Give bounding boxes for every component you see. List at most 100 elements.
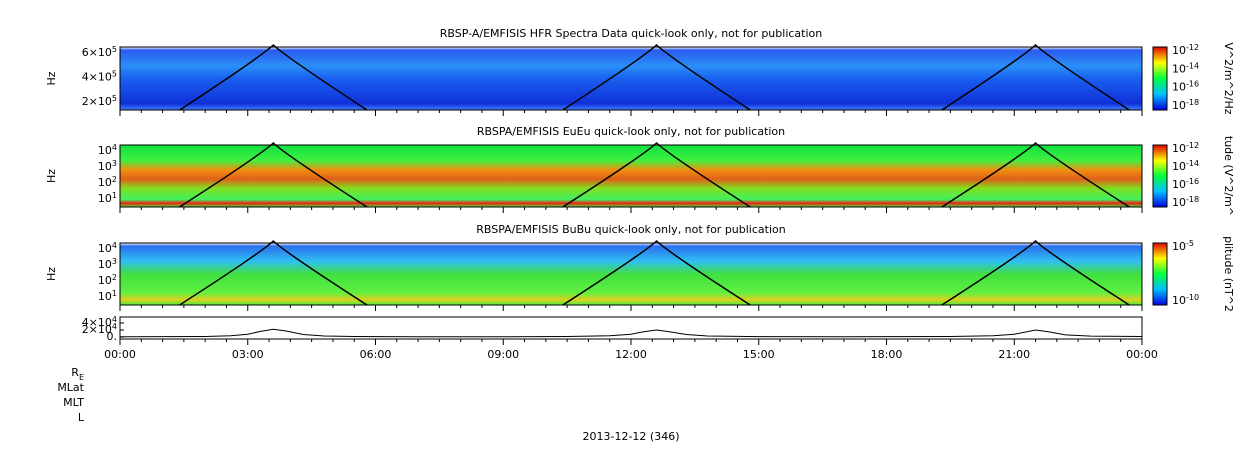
label-base: 10 [98, 176, 112, 189]
label-base: 10 [1172, 294, 1186, 307]
label-exp: 5 [112, 45, 117, 54]
label-base: 10 [1172, 178, 1186, 191]
label-base: 10 [98, 290, 112, 303]
label-exp: -14 [1186, 159, 1199, 168]
orbit-curve [941, 43, 1130, 111]
y-tick-label: 101 [98, 289, 117, 304]
orbit-curve [562, 141, 751, 208]
y-tick-label: 2×104 [82, 321, 117, 336]
label-exp: 5 [112, 94, 117, 103]
colorbar-label: tude (V^2/m^ [1222, 136, 1235, 216]
x-tick-label: 06:00 [360, 348, 392, 361]
label-base: 10 [1172, 196, 1186, 209]
orbit-curve [562, 239, 751, 306]
label-exp: 1 [112, 289, 117, 298]
x-tick-label: 18:00 [871, 348, 903, 361]
x-tick-label: 12:00 [615, 348, 647, 361]
label-exp: 4 [112, 314, 117, 323]
colorbar-tick-label: 10-10 [1172, 293, 1199, 308]
colorbar-tick-label: 10-18 [1172, 195, 1199, 210]
label-base: 10 [1172, 44, 1186, 57]
y-tick-label: 6×105 [82, 45, 117, 60]
label-base: R [71, 366, 79, 379]
colorbar-tick-label: 10-14 [1172, 159, 1199, 174]
y-tick-label: 103 [98, 257, 117, 272]
label-base: 10 [98, 160, 112, 173]
colorbar-tick-label: 10-12 [1172, 43, 1199, 58]
colorbar-tick-label: 10-18 [1172, 98, 1199, 113]
colorbar [1152, 144, 1168, 208]
x-tick-label: 09:00 [487, 348, 519, 361]
label-exp: 2 [112, 175, 117, 184]
label-base: 6×10 [82, 46, 112, 59]
panel-title: RBSPA/EMFISIS BuBu quick-look only, not … [476, 223, 786, 236]
colorbar-label: plitude (nT^2 [1222, 236, 1235, 312]
label-exp: 4 [112, 241, 117, 250]
orbit-curve [941, 239, 1130, 306]
line [119, 328, 1143, 338]
label-exp: -12 [1186, 43, 1199, 52]
y-axis-label: Hz [45, 71, 58, 85]
y-tick-label: 4×105 [82, 69, 117, 84]
label-base: 10 [1172, 142, 1186, 155]
label-exp: -18 [1186, 98, 1199, 107]
label-base: 10 [98, 258, 112, 271]
x-tick-label: 03:00 [232, 348, 264, 361]
label-base: 4×10 [82, 71, 112, 84]
colorbar-tick-label: 10-16 [1172, 177, 1199, 192]
label-base: 10 [1172, 240, 1186, 253]
y-axis-label: Hz [45, 267, 58, 281]
colorbar-tick-label: 10-5 [1172, 239, 1194, 254]
label-base: 2×10 [82, 323, 112, 336]
label-exp: -12 [1186, 141, 1199, 150]
colorbar [1152, 242, 1168, 306]
label-exp: -10 [1186, 293, 1199, 302]
colorbar [1152, 46, 1168, 111]
label-exp: 2 [112, 273, 117, 282]
panel-title: RBSP-A/EMFISIS HFR Spectra Data quick-lo… [440, 27, 823, 40]
x-tick-label: 00:00 [104, 348, 136, 361]
label-sub: E [79, 373, 84, 382]
label-exp: 3 [112, 257, 117, 266]
x-tick-label: 15:00 [743, 348, 775, 361]
label-exp: -14 [1186, 61, 1199, 70]
date-label: 2013-12-12 (346) [582, 430, 679, 443]
ephemeris-label: MLat [57, 381, 84, 394]
y-tick-label: 102 [98, 175, 117, 190]
orbit-curve [179, 239, 368, 306]
label-base: 4×10 [82, 316, 112, 329]
x-tick-label: 21:00 [998, 348, 1030, 361]
label-exp: 4 [112, 321, 117, 330]
ephemeris-label: L [78, 411, 85, 424]
y-tick-label: 104 [98, 143, 117, 158]
colorbar-label: V^2/m^2/Hz [1222, 42, 1235, 114]
colorbar-tick-label: 10-12 [1172, 141, 1199, 156]
y-tick-label: 103 [98, 159, 117, 174]
label-base: 10 [1172, 81, 1186, 94]
colorbar-tick-label: 10-14 [1172, 61, 1199, 76]
label-base: 10 [98, 192, 112, 205]
label-base: 10 [1172, 62, 1186, 75]
label-exp: 1 [112, 191, 117, 200]
label-base: 10 [1172, 160, 1186, 173]
orbit-curve [179, 141, 368, 208]
label-base: 10 [98, 242, 112, 255]
orbit-curve [941, 141, 1130, 208]
colorbar-tick-label: 10-16 [1172, 79, 1199, 94]
label-base: 2×10 [82, 95, 112, 108]
y-tick-label: 4×104 [82, 314, 117, 329]
y-axis-label: Hz [45, 169, 58, 183]
label-exp: -5 [1186, 239, 1194, 248]
orbit-curve [562, 43, 751, 111]
panel-title: RBSPA/EMFISIS EuEu quick-look only, not … [477, 125, 785, 138]
label-base: 10 [98, 274, 112, 287]
label-exp: 3 [112, 159, 117, 168]
y-tick-label: 104 [98, 241, 117, 256]
label-exp: 4 [112, 143, 117, 152]
label-exp: -16 [1186, 79, 1199, 88]
label-exp: -16 [1186, 177, 1199, 186]
y-tick-label: 102 [98, 273, 117, 288]
label-exp: -18 [1186, 195, 1199, 204]
label-exp: 5 [112, 69, 117, 78]
